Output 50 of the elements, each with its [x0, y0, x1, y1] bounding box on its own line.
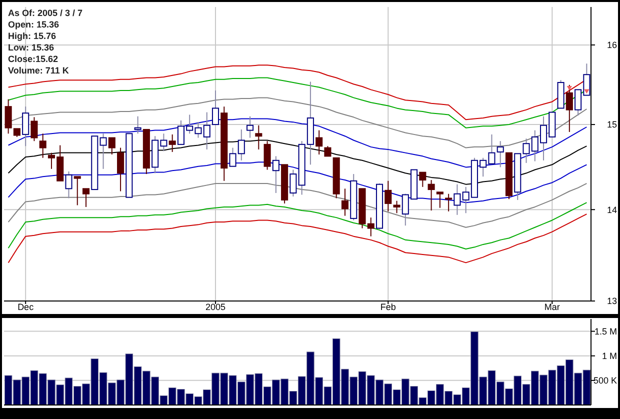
y-tick-label: 16: [606, 40, 617, 50]
candlestick: [168, 134, 176, 152]
candlestick: [419, 172, 426, 188]
candlestick: [255, 124, 262, 150]
candlestick: [212, 90, 220, 126]
candlestick: [566, 84, 573, 132]
candlestick: [496, 140, 504, 168]
candlestick: [117, 147, 124, 192]
annotation: Open: 15.36: [8, 20, 60, 30]
candlestick: [134, 116, 142, 134]
candlestick: [341, 188, 348, 216]
candlestick: [22, 106, 30, 147]
candlestick: [290, 169, 297, 197]
y-tick-label: 14: [606, 204, 617, 215]
y-tick-label: 15: [606, 120, 617, 130]
candlestick: [30, 116, 38, 142]
x-tick-label: Dec: [18, 302, 34, 312]
candlestick: [436, 192, 444, 208]
annotation: Low: 15.36: [8, 42, 54, 52]
candlestick: [108, 137, 116, 155]
candlestick: [428, 180, 435, 211]
candlestick: [393, 200, 400, 214]
candlestick: [65, 170, 72, 199]
candlestick: [39, 133, 46, 158]
candlestick: [445, 193, 452, 212]
candlestick: [324, 146, 332, 157]
x-tick-label: Mar: [544, 302, 560, 312]
annotation: High: 15.76: [8, 31, 56, 41]
x-tick-label: 2005: [205, 302, 226, 312]
annotation: As Of: 2005 / 3 / 7: [8, 8, 83, 18]
candlestick: [272, 156, 280, 194]
annotation: Close:15.62: [8, 54, 58, 64]
y-tick-label: 13: [606, 296, 617, 306]
line-series: [8, 214, 588, 264]
candlestick: [454, 184, 461, 216]
candlestick: [384, 180, 392, 212]
candlestick: [203, 112, 210, 150]
y-tick-label: 1.5 M: [594, 326, 617, 336]
line-series: [8, 202, 588, 250]
candlestick: [100, 133, 107, 170]
x-tick-label: Feb: [380, 302, 396, 312]
candlestick: [246, 116, 254, 138]
candlestick: [264, 140, 271, 170]
annotation: Volume: 711 K: [8, 66, 70, 76]
y-tick-label: 500 K: [593, 376, 617, 386]
line-series: [8, 140, 588, 185]
candlestick: [82, 188, 90, 208]
y-tick-label: 1 M: [602, 351, 617, 362]
candlestick: [74, 176, 81, 206]
candlestick: [316, 130, 323, 155]
